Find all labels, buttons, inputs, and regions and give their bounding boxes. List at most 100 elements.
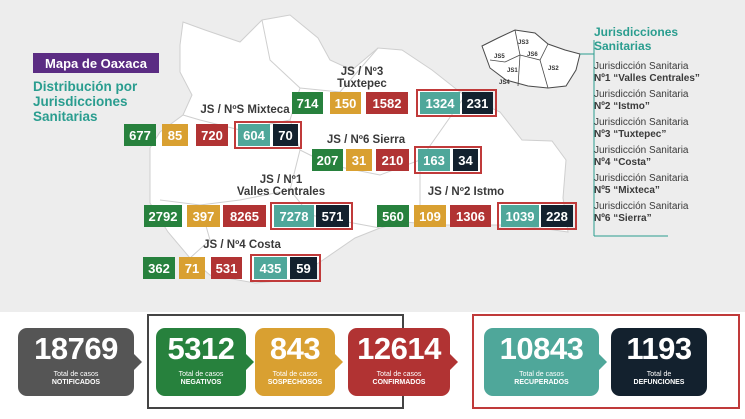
- js-label-line: JS / Nº4 Costa: [203, 239, 281, 251]
- js-label-line: JS / Nº2 Istmo: [427, 186, 505, 198]
- legend-item-prefix: Jurisdicción Sanitaria: [594, 145, 689, 156]
- subtitle-line: Distribución por: [33, 79, 138, 94]
- js-costa-label: JS / Nº4 Costa: [196, 239, 288, 251]
- js-label-line: Tuxtepec: [337, 78, 387, 90]
- costa-sospechosos: 71: [179, 257, 205, 279]
- legend-item-name: Nº6 “Sierra”: [594, 213, 652, 224]
- legend-item: Jurisdicción Sanitaria Nº2 “Istmo”: [594, 89, 689, 113]
- mini-label-js2: JS2: [548, 66, 559, 72]
- valles-sospechosos: 397: [187, 205, 220, 227]
- costa-confirmados: 531: [211, 257, 242, 279]
- sierra-confirmados: 210: [376, 149, 409, 171]
- total-confirmados-value: 12614: [357, 331, 441, 366]
- istmo-sospechosos: 109: [414, 205, 446, 227]
- total-notificados-value: 18769: [34, 331, 118, 366]
- subtitle-line: Sanitarias: [33, 109, 98, 124]
- tuxtepec-defunciones: 231: [462, 92, 493, 114]
- total-confirmados-label: Total de casos: [376, 371, 422, 378]
- total-confirmados-caption: CONFIRMADOS: [372, 379, 426, 386]
- js-mixteca-label: JS / NºS Mixteca: [190, 104, 300, 116]
- total-sospechosos-label: Total de casos: [272, 371, 318, 378]
- js-tuxtepec-label: JS / Nº3 Tuxtepec: [322, 66, 402, 90]
- page-title: Mapa de Oaxaca: [33, 53, 159, 73]
- mini-label-js6: JS6: [527, 52, 538, 58]
- legend-item-name: Nº2 “Istmo”: [594, 101, 650, 112]
- legend-item: Jurisdicción Sanitaria Nº5 “Mixteca”: [594, 173, 689, 197]
- js-label-line: JS / NºS Mixteca: [200, 104, 290, 116]
- page-subtitle: Distribución por Jurisdicciones Sanitari…: [33, 79, 163, 124]
- legend-item-prefix: Jurisdicción Sanitaria: [594, 117, 689, 128]
- legend-item-prefix: Jurisdicción Sanitaria: [594, 173, 689, 184]
- mixteca-sospechosos: 85: [162, 124, 188, 146]
- mixteca-defunciones: 70: [273, 124, 298, 146]
- istmo-negativos: 560: [377, 205, 409, 227]
- istmo-defunciones: 228: [541, 205, 573, 227]
- legend-title-line: Sanitarias: [594, 39, 652, 53]
- costa-negativos: 362: [143, 257, 175, 279]
- sierra-sospechosos: 31: [346, 149, 372, 171]
- mini-label-js5: JS5: [494, 54, 505, 60]
- js-label-line: JS / Nº6 Sierra: [326, 134, 406, 146]
- total-confirmados-card: 12614 Total de casos CONFIRMADOS: [348, 328, 458, 396]
- total-negativos-caption: NEGATIVOS: [180, 379, 222, 386]
- mini-label-js1: JS1: [507, 68, 518, 74]
- total-negativos-card: 5312 Total de casos NEGATIVOS: [156, 328, 254, 396]
- costa-recuperados: 435: [254, 257, 287, 279]
- total-notificados-label: Total de casos: [53, 371, 99, 378]
- legend-title-line: Jurisdicciones: [594, 25, 679, 39]
- total-negativos-value: 5312: [167, 331, 235, 366]
- total-recuperados-label: Total de casos: [519, 371, 564, 378]
- js-istmo-label: JS / Nº2 Istmo: [420, 186, 512, 198]
- valles-recuperados: 7278: [274, 205, 314, 227]
- mini-label-js4: JS4: [499, 80, 510, 86]
- legend-item-name: Nº5 “Mixteca”: [594, 185, 660, 196]
- tuxtepec-confirmados: 1582: [366, 92, 408, 114]
- tuxtepec-negativos: 714: [292, 92, 323, 114]
- istmo-recuperados: 1039: [501, 205, 539, 227]
- mixteca-confirmados: 720: [196, 124, 228, 146]
- total-sospechosos-card: 843 Total de casos SOSPECHOSOS: [255, 328, 343, 396]
- js-label-line: JS / Nº1: [259, 174, 303, 186]
- total-negativos-label: Total de casos: [178, 371, 224, 378]
- mixteca-recuperados: 604: [238, 124, 270, 146]
- legend-item: Jurisdicción Sanitaria Nº1 “Valles Centr…: [594, 61, 700, 85]
- legend-item-prefix: Jurisdicción Sanitaria: [594, 61, 689, 72]
- legend-item: Jurisdicción Sanitaria Nº4 “Costa”: [594, 145, 689, 169]
- total-recuperados-value: 10843: [499, 331, 584, 366]
- valles-confirmados: 8265: [223, 205, 266, 227]
- js-label-line: Valles Centrales: [236, 186, 326, 198]
- total-recuperados-card: 10843 Total de casos RECUPERADOS: [484, 328, 607, 396]
- total-sospechosos-value: 843: [269, 331, 321, 366]
- legend-item-prefix: Jurisdicción Sanitaria: [594, 89, 689, 100]
- total-defunciones-caption: DEFUNCIONES: [633, 379, 685, 386]
- sierra-defunciones: 34: [453, 149, 478, 171]
- total-notificados-caption: NOTIFICADOS: [51, 379, 101, 386]
- legend-item-name: Nº1 “Valles Centrales”: [594, 73, 700, 84]
- total-recuperados-caption: RECUPERADOS: [514, 379, 569, 386]
- tuxtepec-sospechosos: 150: [330, 92, 361, 114]
- locator-map-shape: [481, 29, 581, 89]
- mixteca-negativos: 677: [124, 124, 156, 146]
- legend-item: Jurisdicción Sanitaria Nº3 “Tuxtepec”: [594, 117, 689, 141]
- tuxtepec-recuperados: 1324: [420, 92, 460, 114]
- legend-item-name: Nº4 “Costa”: [594, 157, 651, 168]
- mini-label-js3: JS3: [518, 40, 529, 46]
- costa-defunciones: 59: [290, 257, 317, 279]
- total-defunciones-card: 1193 Total de DEFUNCIONES: [611, 328, 707, 396]
- total-notificados-card: 18769 Total de casos NOTIFICADOS: [18, 328, 142, 396]
- total-defunciones-value: 1193: [626, 331, 692, 366]
- js-label-line: JS / Nº3: [340, 66, 384, 78]
- sierra-recuperados: 163: [418, 149, 450, 171]
- total-sospechosos-caption: SOSPECHOSOS: [267, 379, 323, 386]
- legend-item-prefix: Jurisdicción Sanitaria: [594, 201, 689, 212]
- legend-item-name: Nº3 “Tuxtepec”: [594, 129, 667, 140]
- istmo-confirmados: 1306: [450, 205, 491, 227]
- js-sierra-label: JS / Nº6 Sierra: [316, 134, 416, 146]
- sierra-negativos: 207: [312, 149, 343, 171]
- subtitle-line: Jurisdicciones: [33, 94, 128, 109]
- js-valles-label: JS / Nº1 Valles Centrales: [226, 174, 336, 198]
- legend-item: Jurisdicción Sanitaria Nº6 “Sierra”: [594, 201, 689, 225]
- locator-map: JS3 JS6 JS2 JS5 JS1 JS4: [481, 29, 668, 237]
- valles-negativos: 2792: [144, 205, 182, 227]
- legend-title: Jurisdicciones Sanitarias: [594, 25, 678, 53]
